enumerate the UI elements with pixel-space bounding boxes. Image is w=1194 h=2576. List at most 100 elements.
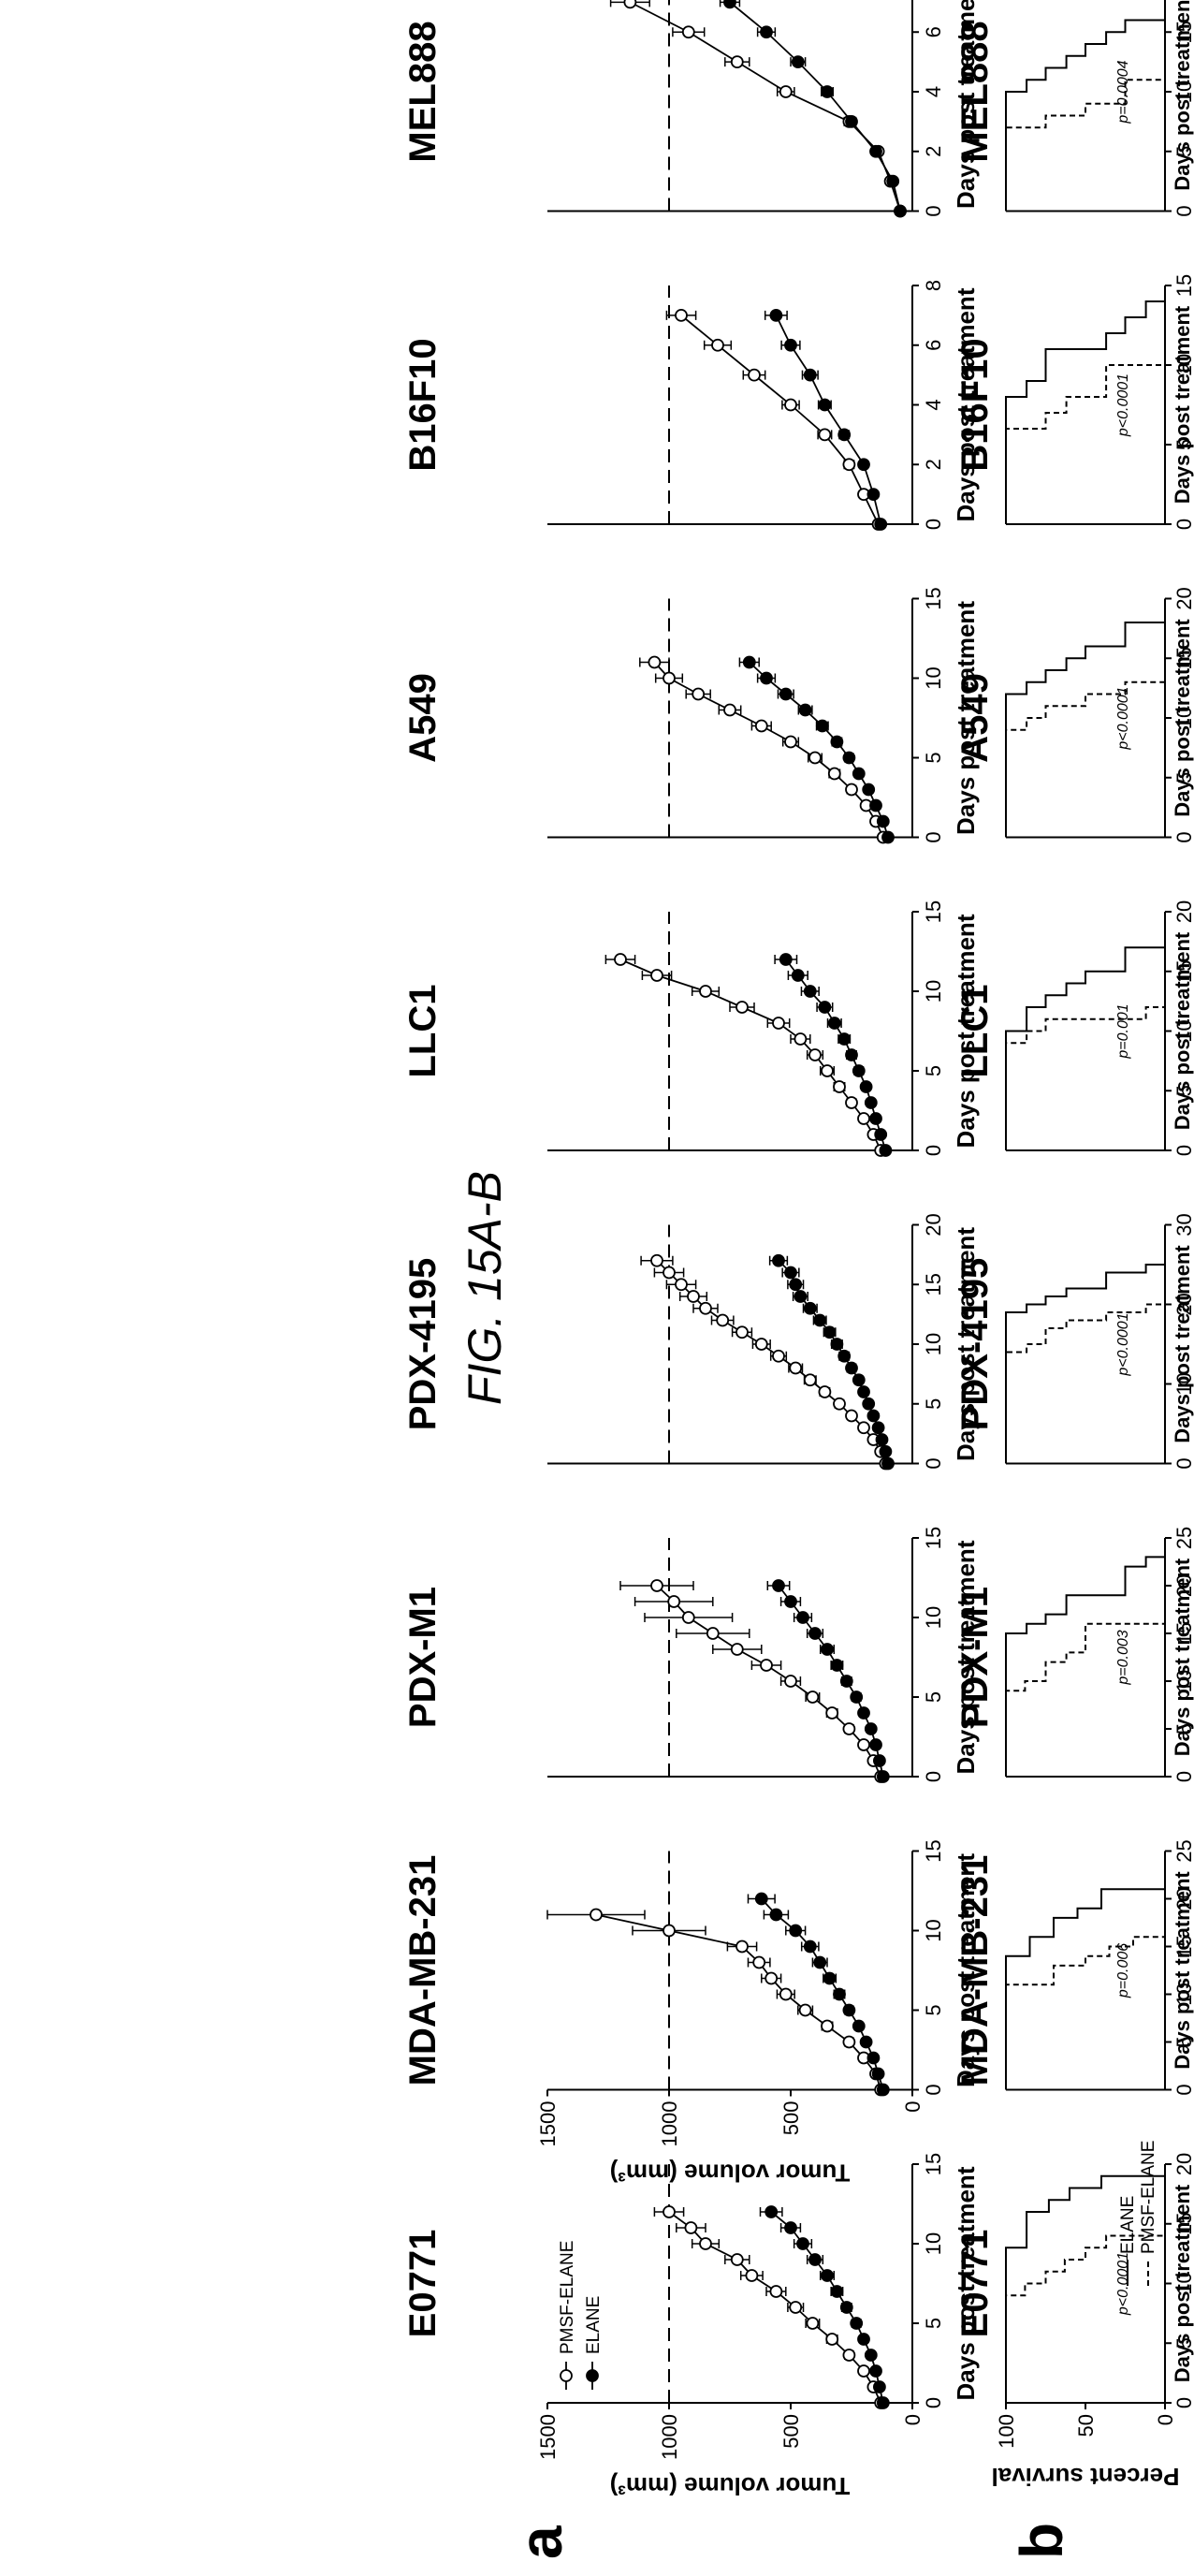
data-point: [869, 2364, 882, 2378]
x-tick-label: 10: [922, 666, 945, 689]
data-point: [833, 1987, 846, 2001]
data-point: [845, 1409, 858, 1423]
x-axis-label: Days post treatment: [952, 1540, 980, 1774]
data-point: [803, 1301, 817, 1315]
chart-title: PDX-4195: [402, 1258, 444, 1431]
y-tick-label: 50: [1074, 2414, 1098, 2437]
data-point: [784, 1595, 797, 1608]
data-point: [857, 2364, 870, 2378]
survival-curve: [1005, 1888, 1165, 2090]
legend-b: ELANE PMSF-ELANE: [1118, 2141, 1158, 2286]
data-point: [650, 1579, 663, 1592]
survival-curve: [1005, 1936, 1165, 2090]
data-point: [845, 1361, 858, 1375]
data-point: [871, 2067, 885, 2081]
survival-chart-4: LLC1 0 5 10 15 20 Days post treatment p=0.001: [954, 900, 1194, 1156]
data-point: [803, 1939, 817, 1954]
data-point: [779, 85, 793, 98]
chart-title: PDX-M1: [954, 1587, 996, 1728]
x-axis-label-b: Days post treatment: [1171, 305, 1194, 504]
data-point: [821, 1064, 834, 1077]
legend-marker: [560, 2369, 573, 2382]
data-point: [873, 2380, 886, 2393]
data-point: [857, 458, 870, 472]
chart-title: MEL888: [954, 21, 996, 162]
x-axis-label-b: Days post treatment: [1171, 1245, 1194, 1443]
survival-chart-1: MDA-MB-231 0 5 10 15 20 25 Days post treatment p…: [954, 1839, 1194, 2095]
x-tick-label: 15: [1172, 2213, 1194, 2235]
data-point: [857, 1706, 870, 1720]
x-tick-label: 0: [1172, 1457, 1194, 1469]
x-axis-label: Days post treatment: [952, 601, 980, 835]
data-point: [794, 1290, 808, 1303]
data-point: [779, 953, 793, 966]
data-point: [772, 1349, 785, 1363]
data-point: [842, 2035, 856, 2049]
survival-curve: [1005, 681, 1165, 838]
data-point: [866, 1409, 881, 1423]
data-point: [881, 1456, 895, 1471]
x-tick-label: 15: [1172, 1935, 1194, 1957]
p-value: p<0.0001: [1115, 686, 1131, 750]
x-tick-label: 10: [922, 1606, 945, 1629]
chart-title: MDA-MB-231: [954, 1855, 996, 2086]
survival-chart-7: MEL88805101520Days post treatmentp=0.000…: [954, 0, 1194, 217]
data-point: [866, 2051, 881, 2065]
x-tick-label: 5: [922, 1398, 945, 1410]
data-point: [789, 2301, 803, 2314]
survival-chart-3: PDX-4195 0 10 20 30 Days post treatment p<0.00…: [954, 1213, 1194, 1469]
data-point: [894, 204, 907, 218]
data-point: [823, 1325, 837, 1339]
p-value: p=0.003: [1115, 1630, 1131, 1685]
data-point: [806, 1690, 820, 1704]
x-axis-label: Days post treatment: [952, 287, 980, 521]
x-tick-label: 5: [922, 1691, 945, 1703]
data-point: [874, 1128, 888, 1141]
x-tick-label: 2: [922, 146, 945, 157]
data-point: [818, 398, 832, 412]
data-point: [754, 719, 768, 733]
x-tick-label: 5: [1172, 772, 1194, 783]
tumor-chart-3: PDX-4195 0 5 10 15 20 Days post treatment: [402, 1213, 980, 1471]
y-tick-label: 0: [1154, 2414, 1177, 2425]
data-point: [871, 1421, 885, 1435]
x-tick-label: 0: [922, 519, 945, 530]
data-point: [850, 2317, 864, 2330]
x-tick-label: 0: [922, 2084, 945, 2095]
legend-label: PMSF-ELANE: [1139, 2141, 1158, 2254]
x-axis-label-b: Days post treatment: [1171, 931, 1194, 1130]
data-point: [784, 338, 797, 352]
data-point: [648, 655, 662, 669]
data-point: [857, 2333, 870, 2346]
y-axis-label: Tumor volume (mm³): [610, 2472, 851, 2500]
data-point: [791, 55, 805, 69]
data-point: [784, 2221, 797, 2234]
legend-label: ELANE: [1118, 2196, 1138, 2254]
data-point: [772, 1253, 785, 1267]
data-point: [789, 1924, 803, 1938]
x-tick-label: 30: [1172, 1213, 1194, 1236]
y-tick-label: 0: [901, 2414, 925, 2425]
x-tick-label: 10: [922, 1919, 945, 1941]
data-point: [623, 0, 637, 9]
x-tick-label: 20: [922, 1213, 945, 1236]
data-point: [803, 1373, 817, 1387]
chart-title: LLC1: [954, 985, 996, 1078]
data-point: [886, 174, 900, 188]
data-point: [760, 671, 773, 685]
y-axis-label: Percent survival: [992, 2463, 1180, 2491]
y-tick-label: 1500: [536, 2414, 560, 2460]
data-point: [873, 1754, 886, 1767]
data-point: [821, 1643, 834, 1656]
x-tick-label: 0: [922, 1457, 945, 1469]
tumor-chart-5: A549 0 5 10 15 Days post treatment: [402, 587, 980, 844]
data-point: [735, 1325, 749, 1339]
x-tick-label: 10: [1172, 1372, 1194, 1395]
x-axis-label: Days post treatment: [952, 2166, 980, 2400]
p-value: p<0.0001: [1115, 2252, 1131, 2316]
x-tick-label: 10: [1172, 707, 1194, 729]
data-point: [796, 1611, 809, 1624]
data-point: [825, 1706, 839, 1720]
data-point: [754, 1338, 768, 1351]
data-point: [859, 2035, 873, 2049]
